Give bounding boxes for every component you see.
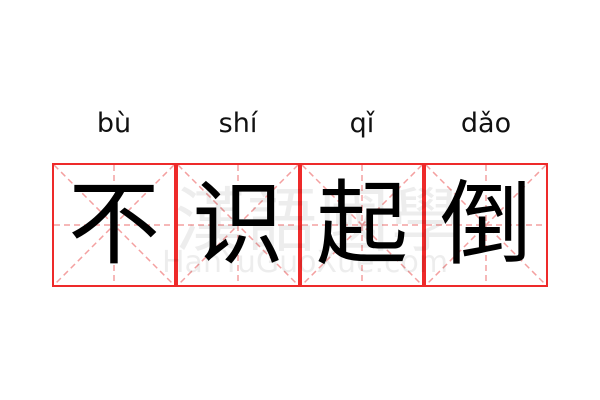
character-cell-4: 倒 (424, 163, 548, 287)
pinyin-3: qǐ (349, 108, 375, 139)
hanzi-character: 识 (191, 171, 284, 278)
guide-lines (426, 165, 546, 285)
hanzi-character: 倒 (439, 171, 532, 278)
guide-lines (178, 165, 298, 285)
character-grid: 不 识 起 倒 (52, 163, 548, 287)
guide-lines (302, 165, 422, 285)
character-cell-2: 识 (176, 163, 300, 287)
character-cell-3: 起 (300, 163, 424, 287)
character-cell-1: 不 (52, 163, 176, 287)
hanzi-character: 不 (67, 171, 160, 278)
pinyin-2: shí (218, 108, 258, 139)
guide-lines (54, 165, 174, 285)
pinyin-4: dǎo (460, 108, 512, 139)
hanzi-character: 起 (315, 171, 408, 278)
pinyin-1: bù (96, 108, 132, 139)
